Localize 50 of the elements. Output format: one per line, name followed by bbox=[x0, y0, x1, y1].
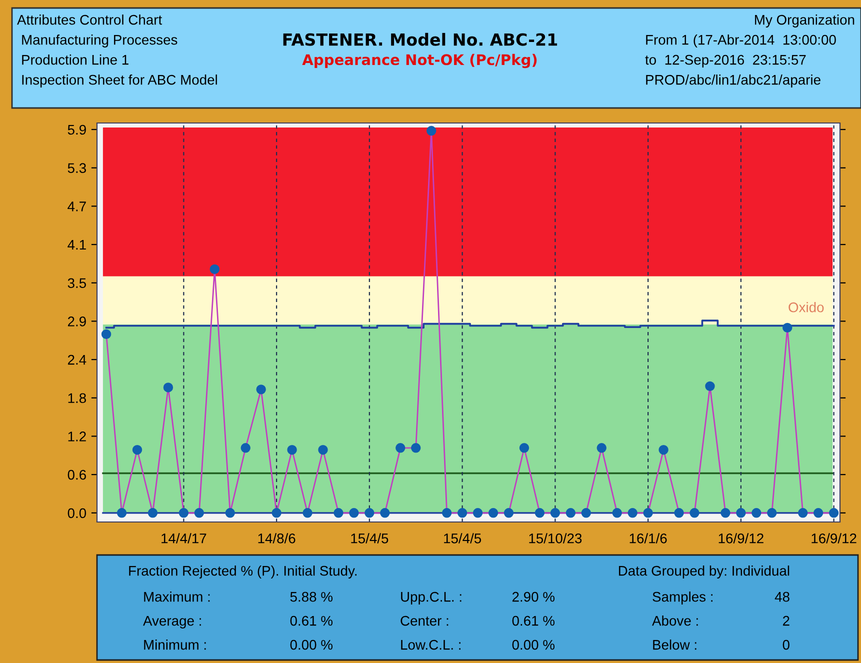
x-tick-label: 16/1/6 bbox=[630, 533, 667, 544]
text: 0.61 % bbox=[512, 616, 555, 626]
text: From 1 (17-Abr-2014 13:00:00 bbox=[646, 34, 836, 48]
text: 48 bbox=[774, 592, 790, 602]
text: Attributes Control Chart bbox=[17, 14, 162, 25]
text: Fraction Rejected % (P). Initial Study. bbox=[129, 566, 357, 578]
text: Manufacturing Processes bbox=[22, 34, 178, 48]
annotation: Oxido bbox=[788, 302, 824, 312]
text: Minimum : bbox=[144, 640, 206, 650]
y-tick-label: 1.2 bbox=[68, 432, 86, 442]
x-tick-label: 15/4/5 bbox=[444, 533, 482, 544]
text: 2 bbox=[782, 616, 790, 626]
y-tick-label: 5.9 bbox=[68, 124, 86, 135]
text: 0.61 % bbox=[290, 616, 333, 626]
y-tick-label: 5.3 bbox=[68, 163, 86, 174]
text: Above : bbox=[652, 616, 698, 626]
x-tick-label: 14/8/6 bbox=[258, 533, 296, 544]
text: Maximum : bbox=[144, 592, 210, 602]
text: Samples : bbox=[652, 592, 712, 604]
y-tick-label: 0.0 bbox=[68, 508, 86, 518]
text: 0.00 % bbox=[512, 640, 555, 650]
text: Upp.C.L. : bbox=[401, 592, 462, 604]
y-tick-label: 4.1 bbox=[68, 240, 86, 250]
text: 2.90 % bbox=[512, 592, 555, 602]
text: PROD/abc/lin1/abc21/aparie bbox=[646, 74, 820, 88]
text: Center : bbox=[400, 616, 448, 626]
text: Data Grouped by: Individual bbox=[618, 566, 790, 578]
text: Inspection Sheet for ABC Model bbox=[22, 74, 217, 88]
y-tick-label: 3.5 bbox=[68, 278, 86, 288]
y-tick-label: 2.4 bbox=[68, 354, 86, 365]
text: 0 bbox=[782, 640, 790, 650]
chart-title: FASTENER. Model No. ABC-21 bbox=[283, 32, 558, 46]
y-tick-label: 2.9 bbox=[68, 316, 86, 326]
x-tick-label: 15/10/23 bbox=[529, 533, 582, 544]
chart-subtitle: Appearance Not-OK (Pc/Pkg) bbox=[302, 54, 537, 68]
x-tick-label: 15/4/5 bbox=[351, 533, 388, 544]
text: 0.00 % bbox=[290, 640, 333, 650]
y-tick-label: 0.6 bbox=[68, 470, 86, 480]
text: My Organization bbox=[755, 14, 854, 28]
x-tick-label: 14/4/17 bbox=[162, 533, 206, 544]
text: Average : bbox=[143, 616, 201, 628]
y-tick-label: 1.8 bbox=[68, 393, 86, 404]
text: Production Line 1 bbox=[22, 54, 128, 65]
text: Low.C.L. : bbox=[401, 640, 460, 650]
text: to 12-Sep-2016 23:15:57 bbox=[645, 54, 806, 68]
text: 5.88 % bbox=[290, 592, 333, 602]
x-tick-label: 16/9/12 bbox=[718, 533, 764, 544]
x-tick-label: 16/9/12 bbox=[812, 533, 856, 544]
text: Below : bbox=[653, 640, 696, 650]
y-tick-label: 4.7 bbox=[68, 202, 86, 212]
